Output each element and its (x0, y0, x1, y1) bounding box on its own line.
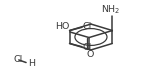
Text: Cl: Cl (83, 43, 92, 52)
Text: Cl: Cl (13, 55, 23, 64)
Text: HO: HO (55, 22, 69, 31)
Text: O: O (86, 50, 93, 59)
Text: NH$_2$: NH$_2$ (101, 3, 121, 16)
Text: Cl: Cl (83, 22, 92, 31)
Text: H: H (28, 59, 35, 68)
